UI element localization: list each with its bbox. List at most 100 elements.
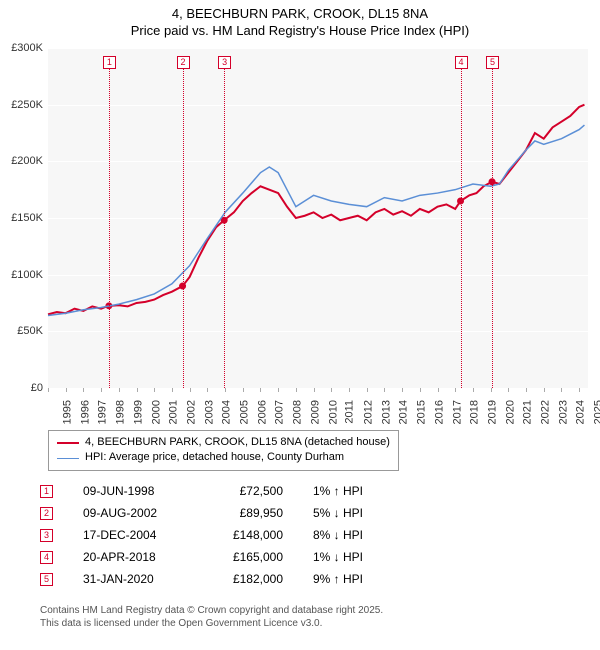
x-tick <box>544 388 545 392</box>
flag-line <box>461 68 462 388</box>
y-axis-label: £100K <box>11 269 43 281</box>
x-tick <box>172 388 173 392</box>
x-axis-label: 2010 <box>327 400 339 424</box>
x-axis-label: 1997 <box>97 400 109 424</box>
series-price_paid <box>48 105 584 315</box>
sales-pct: 1% ↑ HPI <box>313 484 393 498</box>
x-tick <box>349 388 350 392</box>
flag-line <box>492 68 493 388</box>
sales-price: £148,000 <box>213 528 283 542</box>
x-axis-label: 2016 <box>433 400 445 424</box>
x-tick <box>66 388 67 392</box>
sales-price: £165,000 <box>213 550 283 564</box>
x-tick <box>225 388 226 392</box>
sales-price: £182,000 <box>213 572 283 586</box>
flag-marker: 4 <box>455 56 468 69</box>
sales-date: 17-DEC-2004 <box>83 528 183 542</box>
flag-marker: 5 <box>486 56 499 69</box>
x-axis-label: 2025 <box>593 400 600 424</box>
sales-date: 31-JAN-2020 <box>83 572 183 586</box>
chart-plot-area: £0£50K£100K£150K£200K£250K£300K 19951996… <box>48 48 588 388</box>
flag-marker: 2 <box>177 56 190 69</box>
legend-label: 4, BEECHBURN PARK, CROOK, DL15 8NA (deta… <box>85 435 390 450</box>
x-tick <box>260 388 261 392</box>
x-tick <box>83 388 84 392</box>
x-tick <box>491 388 492 392</box>
sales-date: 09-JUN-1998 <box>83 484 183 498</box>
x-tick <box>278 388 279 392</box>
x-tick <box>402 388 403 392</box>
y-axis-label: £150K <box>11 212 43 224</box>
legend-swatch <box>57 458 79 459</box>
x-axis-label: 2021 <box>522 400 534 424</box>
x-axis-label: 2018 <box>469 400 481 424</box>
x-axis-label: 2009 <box>309 400 321 424</box>
sales-row: 209-AUG-2002£89,9505% ↓ HPI <box>40 502 393 524</box>
x-axis-label: 2000 <box>150 400 162 424</box>
title-line2: Price paid vs. HM Land Registry's House … <box>0 23 600 40</box>
chart-title: 4, BEECHBURN PARK, CROOK, DL15 8NA Price… <box>0 0 600 40</box>
sales-row: 4 20-APR-2018 £165,000 1% ↓ HPI <box>40 546 393 568</box>
footnote: Contains HM Land Registry data © Crown c… <box>40 604 383 630</box>
x-axis-label: 2012 <box>362 400 374 424</box>
flag-marker: 1 <box>103 56 116 69</box>
x-axis-label: 2005 <box>239 400 251 424</box>
x-tick <box>296 388 297 392</box>
x-tick <box>243 388 244 392</box>
series-hpi <box>48 125 584 315</box>
x-axis-label: 2008 <box>292 400 304 424</box>
y-axis-label: £50K <box>17 325 43 337</box>
x-axis-label: 2003 <box>203 400 215 424</box>
x-tick <box>207 388 208 392</box>
flag-line <box>109 68 110 388</box>
x-tick <box>154 388 155 392</box>
x-axis-label: 2001 <box>168 400 180 424</box>
sales-row: 317-DEC-2004£148,0008% ↓ HPI <box>40 524 393 546</box>
x-tick <box>137 388 138 392</box>
x-tick <box>314 388 315 392</box>
legend-swatch <box>57 442 79 444</box>
sales-price: £89,950 <box>213 506 283 520</box>
x-axis-label: 1999 <box>132 400 144 424</box>
sales-price: £72,500 <box>213 484 283 498</box>
x-axis-label: 2011 <box>344 400 356 424</box>
x-tick <box>473 388 474 392</box>
x-axis-label: 1998 <box>115 400 127 424</box>
sales-marker: 2 <box>40 507 53 520</box>
x-axis-label: 1996 <box>79 400 91 424</box>
y-axis-label: £300K <box>11 42 43 54</box>
x-tick <box>508 388 509 392</box>
sales-pct: 8% ↓ HPI <box>313 528 393 542</box>
sales-date: 20-APR-2018 <box>83 550 183 564</box>
x-axis-label: 2020 <box>504 400 516 424</box>
x-axis-label: 2019 <box>486 400 498 424</box>
legend-label: HPI: Average price, detached house, Coun… <box>85 450 344 465</box>
x-axis-label: 2002 <box>185 400 197 424</box>
x-axis-label: 2024 <box>575 400 587 424</box>
x-tick <box>367 388 368 392</box>
x-tick <box>561 388 562 392</box>
x-tick <box>579 388 580 392</box>
x-axis-label: 2006 <box>256 400 268 424</box>
x-tick <box>331 388 332 392</box>
x-tick <box>190 388 191 392</box>
sales-marker: 4 <box>40 551 53 564</box>
chart-container: 4, BEECHBURN PARK, CROOK, DL15 8NA Price… <box>0 0 600 650</box>
footnote-line1: Contains HM Land Registry data © Crown c… <box>40 604 383 617</box>
title-line1: 4, BEECHBURN PARK, CROOK, DL15 8NA <box>0 6 600 23</box>
sales-pct: 1% ↓ HPI <box>313 550 393 564</box>
x-tick <box>438 388 439 392</box>
x-tick <box>455 388 456 392</box>
sales-pct: 9% ↑ HPI <box>313 572 393 586</box>
sales-row: 1 09-JUN-1998 £72,500 1% ↑ HPI <box>40 480 393 502</box>
x-tick <box>101 388 102 392</box>
x-axis-label: 2017 <box>451 400 463 424</box>
sales-marker: 1 <box>40 485 53 498</box>
sales-table: 1 09-JUN-1998 £72,500 1% ↑ HPI 2 09-AUG-2002 £… <box>40 480 393 590</box>
flag-marker: 3 <box>218 56 231 69</box>
sales-row: 531-JAN-2020£182,0009% ↑ HPI <box>40 568 393 590</box>
x-axis-label: 2013 <box>380 400 392 424</box>
x-tick <box>119 388 120 392</box>
sales-date: 09-AUG-2002 <box>83 506 183 520</box>
x-axis-label: 2022 <box>540 400 552 424</box>
